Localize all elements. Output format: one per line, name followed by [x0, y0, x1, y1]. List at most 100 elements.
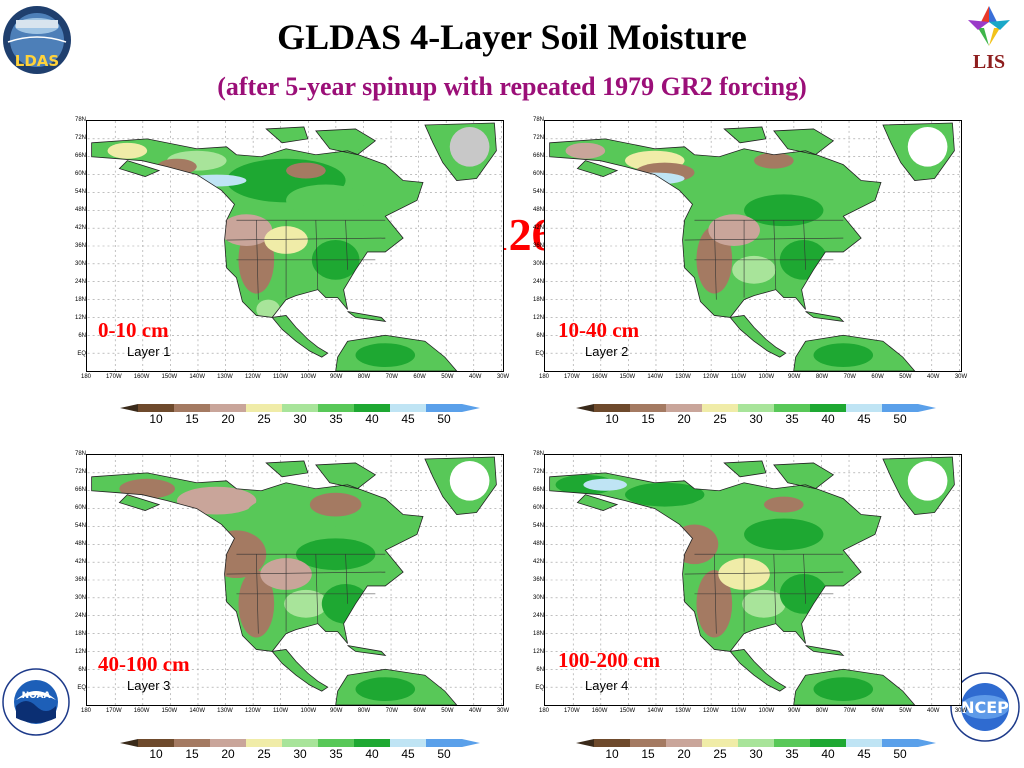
colorbar-segment	[846, 739, 882, 747]
colorbar-segment	[318, 404, 354, 412]
lon-tick-label: 170W	[105, 374, 122, 380]
map-panel-layer-1: 0-10 cm Layer 1 78N 72N 66N 60N 54N 48N 42N 36N…	[72, 116, 512, 386]
land-area	[119, 494, 160, 511]
colorbar-segment	[354, 404, 390, 412]
moisture-patch	[565, 142, 606, 159]
coastline	[335, 668, 458, 705]
lat-tick-label: 48N	[74, 207, 86, 213]
moisture-patch	[732, 255, 776, 284]
lon-tick-label: 180	[538, 708, 549, 714]
ice-cap	[449, 460, 490, 501]
moisture-patch	[286, 162, 326, 179]
land-area	[272, 315, 328, 358]
colorbar-segment	[210, 404, 246, 412]
colorbar-segment	[630, 404, 666, 412]
colorbar-segment	[210, 739, 246, 747]
map-svg	[545, 121, 961, 371]
lon-tick-label: 130W	[217, 708, 233, 714]
lon-tick-label: 30W	[496, 374, 510, 380]
moisture-patch	[157, 158, 197, 175]
lon-tick-label: 80W	[815, 374, 829, 380]
land-area	[272, 649, 328, 692]
coastline	[335, 334, 458, 371]
lat-tick-label: 6N	[78, 667, 86, 673]
lat-tick-label: 60N	[74, 505, 86, 511]
lon-tick-label: 130W	[217, 374, 233, 380]
colorbar-label: 40	[821, 412, 835, 426]
colorbar-segment	[138, 404, 174, 412]
land-area	[315, 462, 376, 489]
lon-tick-label: 130W	[675, 374, 691, 380]
lon-tick-label: 40W	[469, 374, 482, 380]
colorbar-label: 30	[749, 412, 763, 426]
lat-tick-label: 24N	[532, 613, 544, 619]
colorbar-label: 10	[605, 747, 619, 761]
lon-tick-label: 80W	[357, 708, 371, 714]
colorbar-svg	[120, 404, 480, 412]
border-line	[684, 237, 844, 241]
colorbar-segment	[246, 739, 282, 747]
colorbar-svg	[576, 739, 936, 747]
colorbar-label: 30	[293, 412, 307, 426]
lat-tick-label: 60N	[74, 171, 86, 177]
colorbar-segment	[666, 739, 702, 747]
coastline	[793, 334, 916, 371]
lon-tick-label: 110W	[272, 708, 289, 714]
lat-tick-label: 36N	[532, 577, 544, 583]
colorbar-segment	[702, 404, 738, 412]
border-line	[226, 237, 386, 241]
page-subtitle: (after 5-year spinup with repeated 1979 …	[217, 72, 807, 101]
colorbar-segment	[738, 404, 774, 412]
lon-tick-label: 50W	[441, 708, 454, 714]
moisture-patch	[670, 524, 719, 565]
lat-tick-label: 12N	[74, 315, 86, 321]
colorbar-label: 10	[149, 747, 163, 761]
lon-tick-label: 140W	[647, 374, 664, 380]
moisture-patch	[220, 214, 273, 246]
lon-tick-label: 110W	[730, 374, 747, 380]
lon-tick-label: 180	[80, 374, 91, 380]
coastline	[549, 472, 882, 652]
colorbar-left-arrow	[576, 404, 594, 412]
lat-tick-label: 66N	[74, 487, 86, 493]
colorbar-label: 40	[365, 747, 379, 761]
lat-tick-label: 60N	[532, 171, 544, 177]
moisture-patch	[321, 583, 370, 624]
lon-tick-label: 110W	[272, 374, 289, 380]
coastline	[805, 645, 845, 656]
coastline	[805, 311, 845, 322]
lon-tick-label: 150W	[619, 374, 636, 380]
moisture-patches	[555, 460, 948, 702]
border-line	[773, 220, 777, 290]
lat-tick-label: EQ	[77, 685, 86, 691]
colorbar-segment	[702, 739, 738, 747]
lat-tick-label: 36N	[74, 243, 86, 249]
colorbar-label: 45	[401, 412, 415, 426]
lon-tick-label: 80W	[357, 374, 371, 380]
moisture-patch	[176, 486, 257, 515]
lon-tick-label: 170W	[563, 708, 580, 714]
land-area	[730, 315, 786, 358]
colorbar-label: 15	[641, 747, 655, 761]
moisture-patch	[583, 478, 628, 491]
colorbar-label: 50	[893, 747, 907, 761]
moisture-patch	[286, 184, 366, 217]
lat-tick-label: 12N	[532, 649, 544, 655]
lon-tick-label: 40W	[927, 374, 940, 380]
colorbar-left-arrow	[120, 404, 138, 412]
map-svg	[87, 121, 503, 371]
lon-tick-label: 170W	[563, 374, 580, 380]
land-area	[805, 645, 844, 656]
colorbar-segment	[426, 404, 462, 412]
moisture-patch	[708, 214, 760, 246]
lat-tick-label: 78N	[532, 117, 544, 123]
colorbar-label: 20	[221, 412, 235, 426]
lon-tick-label: 150W	[161, 708, 178, 714]
colorbar-segment	[774, 404, 810, 412]
coastline	[347, 645, 387, 656]
coastline	[118, 160, 161, 177]
colorbar-right-arrow	[918, 404, 936, 412]
coastline	[315, 462, 377, 490]
lis-logo: LIS	[958, 0, 1020, 78]
moisture-patch	[744, 194, 824, 227]
